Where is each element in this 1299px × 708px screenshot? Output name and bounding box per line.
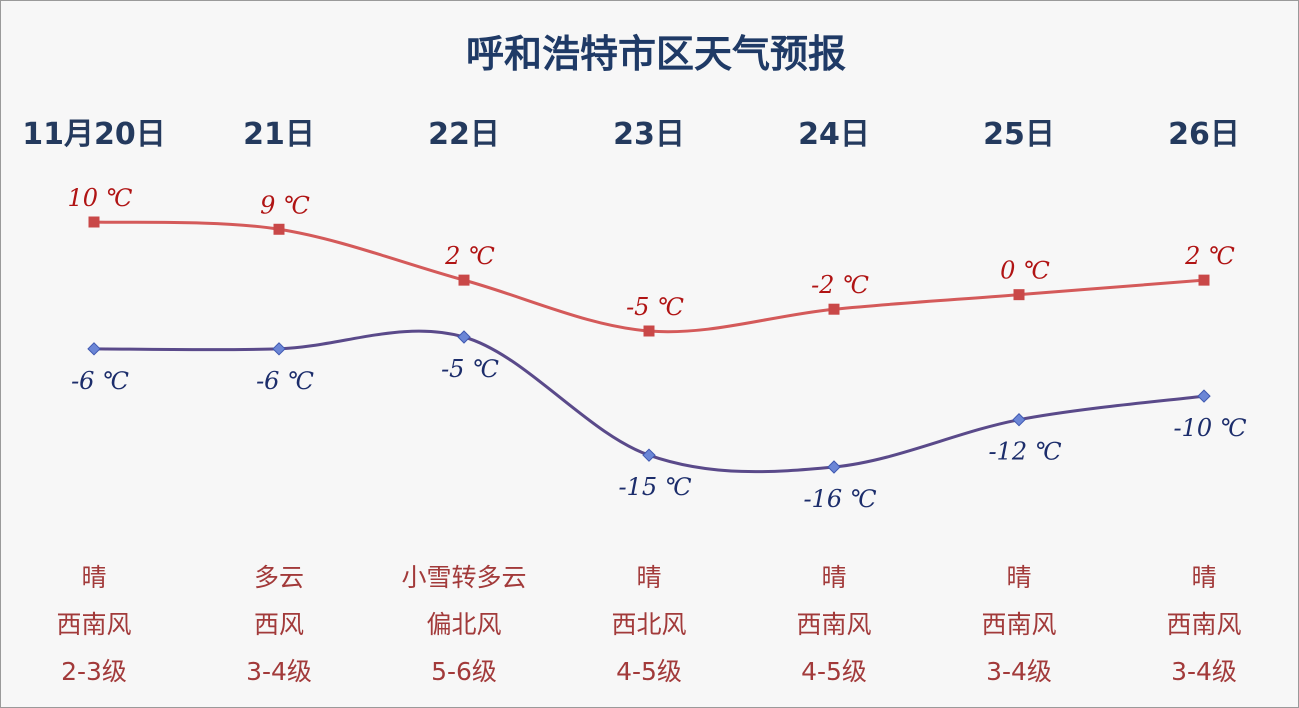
high-temp-label: 9 ℃ <box>260 191 310 219</box>
wind-direction: 西南风 <box>1166 610 1241 639</box>
high-temp-marker <box>88 216 100 228</box>
low-temp-marker <box>827 460 841 474</box>
low-temp-marker <box>1012 413 1026 427</box>
wind-direction: 西南风 <box>981 610 1056 639</box>
wind-level: 5-6级 <box>431 657 497 686</box>
high-temp-label: -2 ℃ <box>811 271 869 299</box>
high-temp-marker <box>828 303 840 315</box>
high-temp-label: 10 ℃ <box>67 184 132 212</box>
low-temp-marker <box>642 448 656 462</box>
wind-direction: 西南风 <box>796 610 871 639</box>
date-row: 11月20日 21日 22日 23日 24日 25日 26日 <box>22 117 1240 152</box>
low-temp-marker <box>272 342 286 356</box>
wind-direction: 偏北风 <box>426 610 501 639</box>
high-temp-label: 0 ℃ <box>1000 257 1050 285</box>
wind-level: 3-4级 <box>246 657 312 686</box>
wind-direction: 西风 <box>254 610 304 639</box>
weather-condition: 晴 <box>636 563 661 592</box>
high-temp-marker <box>643 325 655 337</box>
wind-level: 4-5级 <box>801 657 867 686</box>
wind-direction: 西北风 <box>611 610 686 639</box>
date-label: 23日 <box>613 117 685 152</box>
low-temp-marker <box>87 342 101 356</box>
wind-direction: 西南风 <box>56 610 131 639</box>
low-temp-marker <box>1197 389 1211 403</box>
date-label: 25日 <box>983 117 1055 152</box>
date-label: 21日 <box>243 117 315 152</box>
low-temp-marker <box>457 330 471 344</box>
date-label: 22日 <box>428 117 500 152</box>
wind-level: 4-5级 <box>616 657 682 686</box>
low-temp-label: -5 ℃ <box>441 355 499 383</box>
weather-condition: 小雪转多云 <box>401 563 526 592</box>
weather-condition: 多云 <box>254 563 304 592</box>
high-temp-label: 2 ℃ <box>444 242 495 270</box>
date-label: 26日 <box>1168 117 1240 152</box>
high-temp-marker <box>1198 274 1210 286</box>
low-temp-label: -6 ℃ <box>71 367 129 395</box>
temperature-labels: 10 ℃ 9 ℃ 2 ℃ -5 ℃ -2 ℃ 0 ℃ 2 ℃ -6 ℃ -6 ℃ -5 ℃ -15 … <box>67 184 1246 513</box>
wind-level: 2-3级 <box>61 657 127 686</box>
weather-condition: 晴 <box>1191 563 1216 592</box>
high-temp-marker <box>273 223 285 235</box>
date-label: 11月20日 <box>22 117 166 152</box>
low-temp-label: -6 ℃ <box>256 367 314 395</box>
low-temp-label: -12 ℃ <box>988 438 1061 466</box>
date-label: 24日 <box>798 117 870 152</box>
low-temp-label: -16 ℃ <box>803 485 876 513</box>
wind-level: 3-4级 <box>986 657 1052 686</box>
high-temp-marker <box>1013 289 1025 301</box>
chart-title: 呼和浩特市区天气预报 <box>466 32 846 76</box>
low-temp-label: -10 ℃ <box>1173 414 1246 442</box>
weather-condition: 晴 <box>821 563 846 592</box>
high-temp-marker <box>458 274 470 286</box>
low-temp-label: -15 ℃ <box>618 473 691 501</box>
weather-condition: 晴 <box>81 563 106 592</box>
weather-condition: 晴 <box>1006 563 1031 592</box>
high-temp-label: -5 ℃ <box>626 293 684 321</box>
high-temp-label: 2 ℃ <box>1184 242 1235 270</box>
temperature-markers <box>87 216 1211 474</box>
wind-level: 3-4级 <box>1171 657 1237 686</box>
